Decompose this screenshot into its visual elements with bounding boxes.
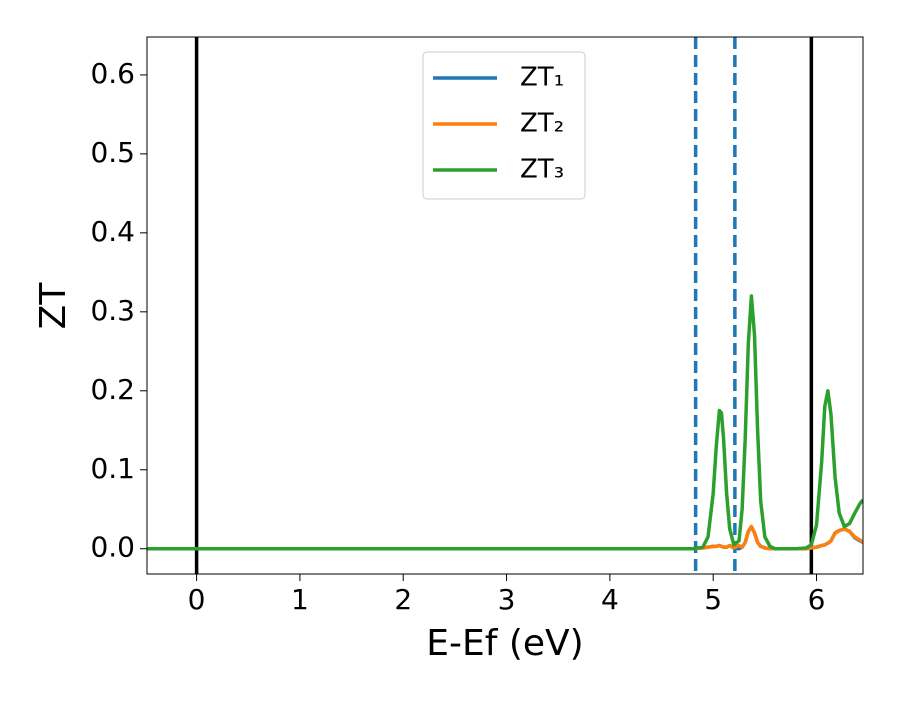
x-tick-label: 6 xyxy=(808,583,826,616)
y-tick-label: 0.2 xyxy=(90,373,135,406)
x-axis-label: E-Ef (eV) xyxy=(426,623,583,664)
y-tick-label: 0.1 xyxy=(90,452,135,485)
x-tick-label: 4 xyxy=(601,583,619,616)
x-tick-label: 0 xyxy=(188,583,206,616)
y-tick-label: 0.6 xyxy=(90,57,135,90)
x-tick-label: 3 xyxy=(498,583,516,616)
y-axis-label: ZT xyxy=(33,282,74,330)
x-tick-label: 2 xyxy=(394,583,412,616)
series-line xyxy=(147,294,863,551)
y-tick-label: 0.4 xyxy=(90,215,135,248)
y-tick-label: 0.3 xyxy=(90,294,135,327)
axes-frame xyxy=(146,36,864,575)
plot-area xyxy=(147,37,863,574)
legend-label: ZT₂ xyxy=(520,109,564,139)
x-tick-label: 5 xyxy=(704,583,722,616)
legend-label: ZT₃ xyxy=(520,155,564,185)
y-tick-label: 0.0 xyxy=(90,531,135,564)
x-tick-label: 1 xyxy=(291,583,309,616)
legend-box xyxy=(422,51,586,200)
legend-label: ZT₁ xyxy=(520,63,564,93)
series-line xyxy=(147,524,863,551)
y-tick-label: 0.5 xyxy=(90,136,135,169)
